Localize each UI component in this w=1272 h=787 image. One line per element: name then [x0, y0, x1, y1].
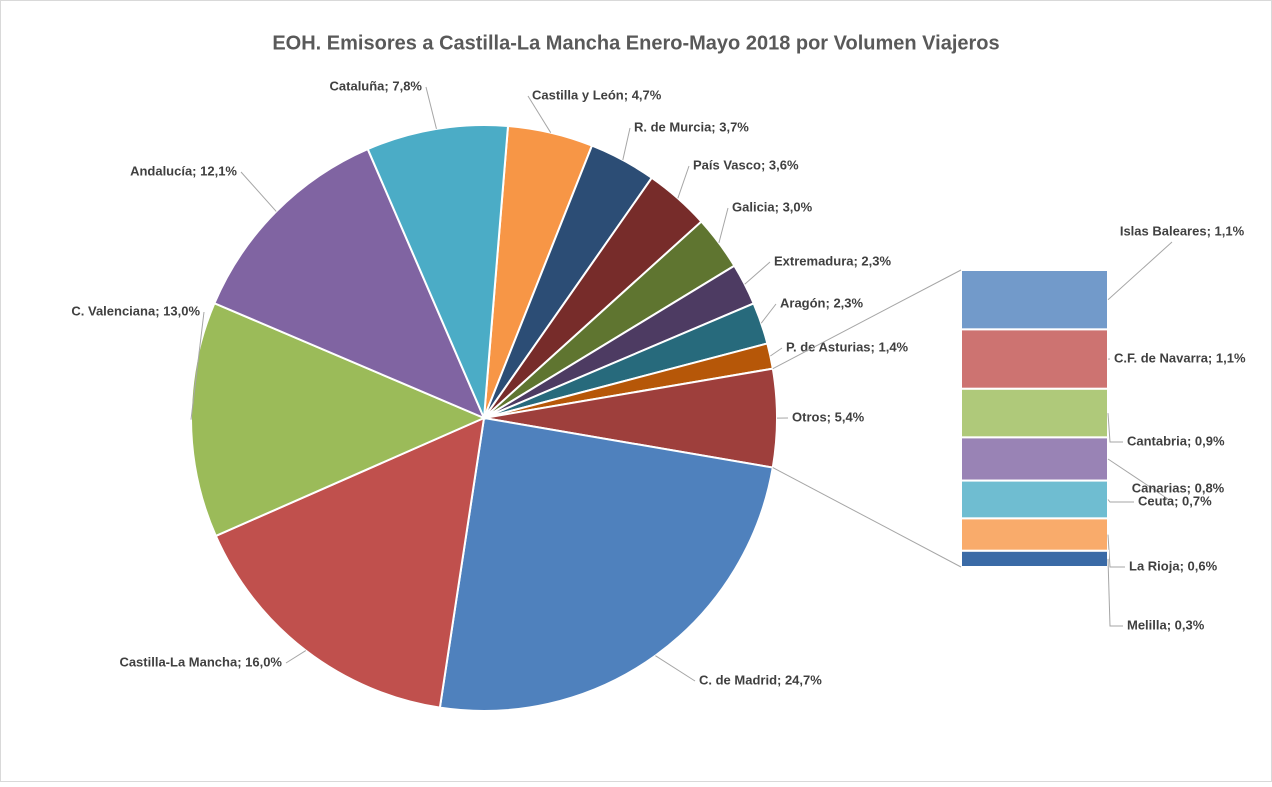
data-label: Otros; 5,4% [792, 409, 865, 424]
data-label: R. de Murcia; 3,7% [634, 119, 749, 134]
data-label: País Vasco; 3,6% [693, 157, 799, 172]
bar-segment [961, 518, 1108, 550]
data-label: Castilla-La Mancha; 16,0% [119, 654, 282, 669]
bar-segment [961, 481, 1108, 519]
bar-segment [961, 270, 1108, 329]
data-label: Cataluña; 7,8% [330, 78, 423, 93]
data-label: Aragón; 2,3% [780, 295, 864, 310]
data-label: C.F. de Navarra; 1,1% [1114, 350, 1246, 365]
bar-segment [961, 551, 1108, 567]
data-label: C. Valenciana; 13,0% [71, 303, 200, 318]
bar-segment [961, 389, 1108, 438]
data-label: C. de Madrid; 24,7% [699, 672, 822, 687]
chart-title: EOH. Emisores a Castilla-La Mancha Enero… [272, 32, 999, 54]
data-label: Castilla y León; 4,7% [532, 87, 662, 102]
bar-segment [961, 437, 1108, 480]
data-label: Extremadura; 2,3% [774, 253, 891, 268]
data-label: Cantabria; 0,9% [1127, 433, 1225, 448]
data-label: Galicia; 3,0% [732, 199, 813, 214]
data-label: Ceuta; 0,7% [1138, 493, 1212, 508]
bar-segment [961, 329, 1108, 388]
data-label: Andalucía; 12,1% [130, 163, 237, 178]
data-label: Islas Baleares; 1,1% [1120, 223, 1245, 238]
data-label: Melilla; 0,3% [1127, 617, 1205, 632]
data-label: La Rioja; 0,6% [1129, 558, 1218, 573]
